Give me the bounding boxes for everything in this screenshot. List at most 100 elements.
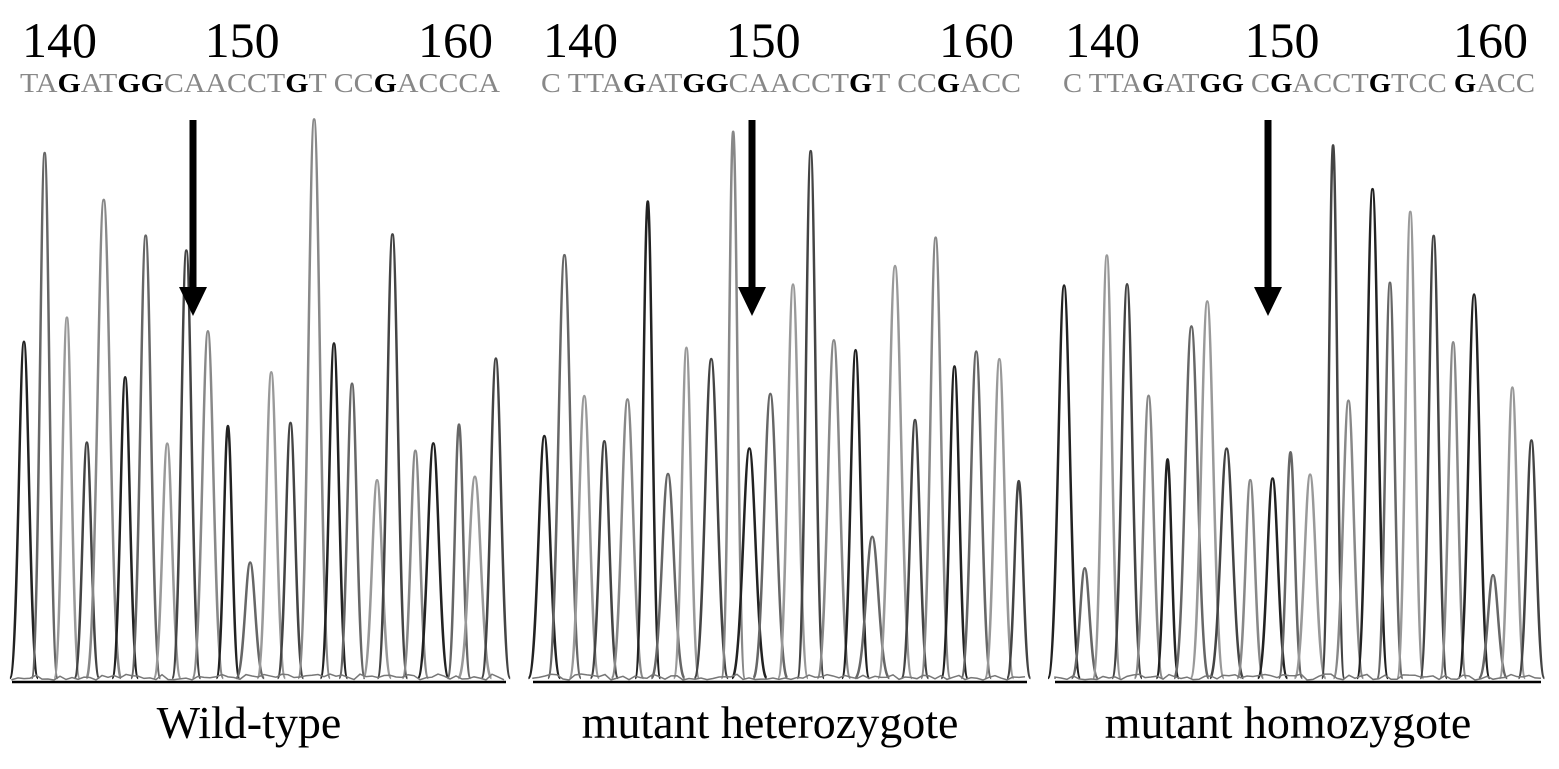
trace-peak	[1256, 477, 1289, 680]
base-letter: G	[1454, 68, 1476, 98]
position-label: 140	[22, 12, 97, 68]
trace-peak	[693, 357, 730, 680]
trace-peak	[796, 149, 826, 680]
trace-peak	[1375, 281, 1404, 680]
trace-peak	[1235, 478, 1265, 680]
position-label: 150	[205, 12, 280, 68]
trace-peak	[376, 233, 409, 680]
trace-peak	[1457, 293, 1491, 680]
trace-peak	[876, 264, 914, 680]
trace-peak	[152, 442, 182, 680]
base-letter: G	[937, 68, 960, 98]
trace-peak	[589, 439, 620, 680]
trace-peak	[840, 348, 871, 680]
trace-peak	[446, 423, 472, 680]
base-letter: G	[374, 68, 397, 98]
trace-peak	[191, 330, 225, 680]
trace-peak	[30, 151, 59, 680]
trace-peak	[816, 338, 852, 680]
trace-peak	[8, 340, 40, 680]
sequence: C TTA GAT GG CAACCT GT CC GACC	[541, 68, 1021, 98]
trace-peak	[752, 392, 789, 680]
trace-peak	[1293, 473, 1327, 680]
arrow-head	[179, 287, 207, 316]
trace-peak	[983, 357, 1015, 680]
trace-peak	[1005, 479, 1032, 680]
sequence: TA GAT GG CAACCT GT CC GACCCA	[20, 68, 501, 98]
trace-peak	[940, 365, 969, 680]
position-label: 140	[543, 12, 618, 68]
noise-trace	[11, 673, 505, 681]
base-letter: ACCT	[1292, 68, 1369, 98]
trace-peak	[110, 375, 140, 680]
trace-peak	[672, 346, 701, 680]
trace-peak	[1438, 341, 1468, 680]
trace-peak	[1189, 300, 1226, 680]
base-letter: G	[1270, 68, 1292, 98]
base-letter: C TTA	[1063, 68, 1143, 98]
base-letter: T CC	[872, 68, 937, 98]
trace-peak	[256, 371, 287, 680]
position-label: 160	[939, 12, 1014, 68]
base-letter: G	[1369, 68, 1391, 98]
base-letter: ACC	[960, 68, 1021, 98]
trace-peak	[457, 475, 493, 680]
trace-peak	[276, 421, 305, 680]
base-letter: AT	[646, 68, 683, 98]
position-label: 150	[1245, 12, 1320, 68]
trace-peak	[1208, 447, 1245, 680]
trace-peak	[416, 442, 450, 680]
base-letter: TCC	[1391, 68, 1454, 98]
base-letter: T CC	[309, 68, 374, 98]
position-label: 150	[726, 12, 801, 68]
trace-peak	[319, 342, 349, 680]
base-letter: CAACCT	[164, 68, 286, 98]
trace-peak	[170, 249, 202, 680]
trace-peak	[85, 198, 123, 680]
trace-peak	[296, 118, 332, 680]
trace-peak	[52, 316, 81, 680]
base-letter: ACCCA	[397, 68, 501, 98]
base-letter: G	[623, 68, 646, 98]
trace-peak	[215, 424, 241, 680]
base-letter: C TTA	[541, 68, 624, 98]
trace-peak	[401, 449, 430, 680]
base-letter: AT	[81, 68, 118, 98]
trace-peak	[361, 478, 393, 680]
trace-peak	[1395, 210, 1425, 680]
trace-peak	[1320, 144, 1346, 680]
base-letter: G	[1142, 68, 1164, 98]
trace-peak	[1355, 187, 1390, 680]
arrow-head	[1254, 287, 1282, 316]
trace-peak	[73, 441, 101, 680]
trace-peak	[919, 236, 952, 680]
trace-peak	[900, 418, 930, 680]
trace-peak	[1110, 283, 1144, 680]
sequence: C TTA GATGG CGACCT GTCC GACC	[1063, 68, 1535, 98]
caption: mutant homozygote	[1105, 697, 1472, 748]
trace-peak	[546, 253, 583, 680]
trace-peak	[610, 398, 645, 680]
trace-peak	[1332, 399, 1365, 680]
trace-peak	[720, 130, 747, 680]
position-label: 160	[418, 12, 493, 68]
position-label: 140	[1065, 12, 1140, 68]
base-letter: G	[285, 68, 308, 98]
base-letter: CAACCT	[729, 68, 850, 98]
trace-peak	[960, 350, 993, 680]
caption: Wild-type	[157, 697, 342, 748]
noise-trace	[532, 673, 1026, 681]
base-letter: C	[1244, 68, 1270, 98]
trace-peak	[1419, 234, 1449, 680]
trace-peak	[633, 200, 662, 680]
caption: mutant heterozygote	[582, 697, 959, 748]
trace-peak	[337, 382, 367, 680]
trace-peak	[568, 394, 601, 680]
base-letter: GG	[682, 68, 728, 98]
trace-peak	[1517, 439, 1546, 680]
base-letter: TA	[20, 68, 58, 98]
